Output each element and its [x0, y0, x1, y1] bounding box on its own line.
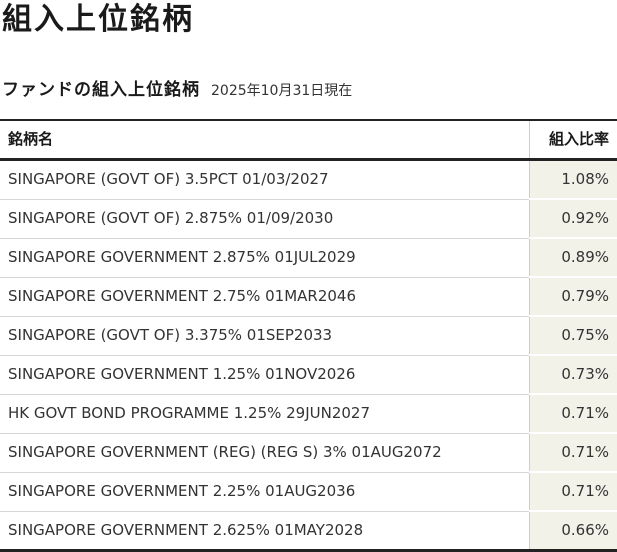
table-row: SINGAPORE GOVERNMENT 2.875% 01JUL2029 0.…: [0, 238, 617, 277]
holding-ratio-cell: 0.92%: [530, 199, 617, 238]
holding-name-cell: SINGAPORE (GOVT OF) 3.5PCT 01/03/2027: [0, 160, 530, 200]
holding-name-cell: SINGAPORE GOVERNMENT (REG) (REG S) 3% 01…: [0, 433, 530, 472]
table-row: SINGAPORE (GOVT OF) 3.375% 01SEP2033 0.7…: [0, 316, 617, 355]
holding-ratio-cell: 0.73%: [530, 355, 617, 394]
column-header-security-name: 銘柄名: [0, 120, 530, 160]
holding-name-cell: SINGAPORE GOVERNMENT 1.25% 01NOV2026: [0, 355, 530, 394]
holding-name-cell: SINGAPORE (GOVT OF) 2.875% 01/09/2030: [0, 199, 530, 238]
table-row: SINGAPORE GOVERNMENT 2.75% 01MAR2046 0.7…: [0, 277, 617, 316]
top-holdings-table-head: 銘柄名 組入比率: [0, 120, 617, 160]
holding-name-cell: SINGAPORE (GOVT OF) 3.375% 01SEP2033: [0, 316, 530, 355]
holding-ratio-cell: 0.66%: [530, 511, 617, 551]
table-row: SINGAPORE (GOVT OF) 3.5PCT 01/03/2027 1.…: [0, 160, 617, 200]
top-holdings-table-body: SINGAPORE (GOVT OF) 3.5PCT 01/03/2027 1.…: [0, 160, 617, 551]
table-row: SINGAPORE GOVERNMENT 2.625% 01MAY2028 0.…: [0, 511, 617, 551]
holding-name-cell: SINGAPORE GOVERNMENT 2.25% 01AUG2036: [0, 472, 530, 511]
table-row: SINGAPORE GOVERNMENT 2.25% 01AUG2036 0.7…: [0, 472, 617, 511]
holding-ratio-cell: 0.89%: [530, 238, 617, 277]
section-heading: ファンドの組入上位銘柄: [2, 75, 200, 100]
section-heading-row: ファンドの組入上位銘柄 2025年10月31日現在: [0, 75, 617, 100]
holding-name-cell: SINGAPORE GOVERNMENT 2.75% 01MAR2046: [0, 277, 530, 316]
holding-ratio-cell: 0.79%: [530, 277, 617, 316]
column-header-holding-ratio: 組入比率: [530, 120, 617, 160]
table-row: SINGAPORE GOVERNMENT 1.25% 01NOV2026 0.7…: [0, 355, 617, 394]
holding-name-cell: SINGAPORE GOVERNMENT 2.875% 01JUL2029: [0, 238, 530, 277]
holding-ratio-cell: 0.71%: [530, 472, 617, 511]
top-holdings-table: 銘柄名 組入比率 SINGAPORE (GOVT OF) 3.5PCT 01/0…: [0, 119, 617, 552]
as-of-date: 2025年10月31日現在: [211, 80, 352, 100]
holding-name-cell: HK GOVT BOND PROGRAMME 1.25% 29JUN2027: [0, 394, 530, 433]
holding-ratio-cell: 1.08%: [530, 160, 617, 200]
holding-ratio-cell: 0.71%: [530, 433, 617, 472]
header-row: 銘柄名 組入比率: [0, 120, 617, 160]
table-row: HK GOVT BOND PROGRAMME 1.25% 29JUN2027 0…: [0, 394, 617, 433]
page-title: 組入上位銘柄: [0, 0, 617, 36]
holding-ratio-cell: 0.71%: [530, 394, 617, 433]
holding-name-cell: SINGAPORE GOVERNMENT 2.625% 01MAY2028: [0, 511, 530, 551]
table-row: SINGAPORE (GOVT OF) 2.875% 01/09/2030 0.…: [0, 199, 617, 238]
holding-ratio-cell: 0.75%: [530, 316, 617, 355]
table-row: SINGAPORE GOVERNMENT (REG) (REG S) 3% 01…: [0, 433, 617, 472]
